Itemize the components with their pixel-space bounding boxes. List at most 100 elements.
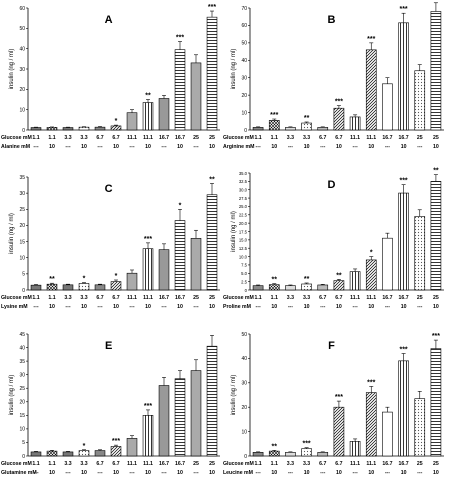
bar (268, 120, 280, 131)
bar (398, 22, 409, 131)
y-tick-label: 40 (241, 58, 247, 64)
y-tick-label: 2.5 (241, 279, 247, 284)
amino-acid-tick-label: 10 (368, 470, 374, 476)
glucose-row-label: Glucose mM (223, 295, 254, 301)
amino-acid-tick-label: --- (97, 304, 102, 310)
bar (30, 284, 42, 291)
amino-acid-tick-label: 10 (49, 304, 55, 310)
bar (430, 348, 442, 457)
glucose-tick-label: 16.7 (382, 461, 392, 467)
y-tick-label: 35.0 (239, 171, 248, 176)
bar (126, 112, 138, 131)
amino-acid-tick-label: --- (320, 304, 325, 310)
y-tick-label: 20 (19, 400, 25, 406)
bar (252, 285, 264, 291)
bar (158, 249, 170, 291)
amino-acid-tick-label: --- (65, 470, 70, 476)
glucose-row-label: Glucose mM (223, 461, 254, 467)
significance-stars: *** (399, 178, 407, 185)
glucose-tick-label: 11.1 (366, 461, 376, 467)
bar (94, 450, 106, 457)
panel-letter: E (105, 340, 112, 352)
glucose-tick-label: 6.7 (335, 135, 342, 141)
glucose-tick-label: 11.1 (127, 295, 137, 301)
bar (206, 194, 218, 291)
amino-acid-tick-label: --- (255, 470, 260, 476)
glucose-tick-label: 25 (417, 461, 423, 467)
glucose-tick-label: 25 (209, 135, 215, 141)
glucose-tick-label: 1.1 (48, 135, 55, 141)
glucose-tick-label: 25 (433, 135, 439, 141)
amino-acid-row-label: Glutamine mM (1, 470, 37, 476)
amino-acid-tick-label: 10 (177, 470, 183, 476)
glucose-tick-label: 6.7 (335, 461, 342, 467)
bar (317, 284, 329, 291)
y-tick-label: 20 (19, 87, 25, 93)
y-tick-label: 5 (22, 440, 25, 446)
amino-acid-tick-label: 10 (49, 470, 55, 476)
significance-stars: ** (304, 115, 310, 122)
y-tick-label: 10 (241, 429, 247, 435)
chart-panel-d: 0 2.5 5.0 7.5 10.0 12.5 15.0 17.5 20.0 22.5 25.0 27… (223, 168, 444, 310)
y-tick-label: 32.5 (239, 179, 248, 184)
amino-acid-tick-label: 10 (81, 144, 87, 150)
bar (110, 281, 122, 291)
bar (78, 283, 90, 291)
y-tick-label: 40 (19, 46, 25, 52)
bar (142, 102, 154, 131)
glucose-tick-label: 16.7 (382, 295, 392, 301)
glucose-tick-label: 16.7 (399, 295, 409, 301)
glucose-tick-label: 11.1 (350, 135, 360, 141)
glucose-tick-label: 3.3 (303, 135, 310, 141)
amino-acid-tick-label: --- (33, 144, 38, 150)
y-tick-label: 0 (22, 288, 25, 294)
glucose-tick-label: 16.7 (159, 461, 169, 467)
amino-acid-tick-label: --- (161, 304, 166, 310)
glucose-tick-label: 3.3 (80, 295, 87, 301)
bar (46, 450, 58, 457)
y-axis-label: insulin (ng / ml) (231, 49, 237, 90)
bar (349, 441, 361, 457)
significance-stars: *** (399, 347, 407, 354)
glucose-tick-label: 3.3 (64, 295, 71, 301)
amino-acid-tick-label: 10 (401, 304, 407, 310)
bar (174, 49, 186, 131)
glucose-tick-label: 16.7 (399, 461, 409, 467)
glucose-tick-label: 6.7 (96, 461, 103, 467)
significance-stars: *** (335, 394, 343, 401)
amino-acid-tick-label: --- (161, 144, 166, 150)
y-tick-label: 10.0 (239, 254, 248, 259)
amino-acid-tick-label: --- (385, 144, 390, 150)
y-tick-label: 30 (19, 191, 25, 197)
significance-stars: *** (302, 441, 310, 448)
amino-acid-tick-label: --- (129, 470, 134, 476)
glucose-tick-label: 6.7 (319, 135, 326, 141)
bar (126, 438, 138, 457)
amino-acid-tick-label: 10 (145, 304, 151, 310)
bar (382, 411, 393, 457)
significance-stars: ** (336, 272, 342, 279)
amino-acid-tick-label: 10 (49, 144, 55, 150)
glucose-tick-label: 16.7 (175, 295, 185, 301)
bar (62, 451, 74, 457)
y-tick-label: 30 (241, 381, 247, 387)
glucose-tick-label: 16.7 (175, 135, 185, 141)
y-tick-label: 5 (22, 272, 25, 278)
bar (158, 385, 170, 457)
amino-acid-tick-label: --- (161, 470, 166, 476)
amino-acid-tick-label: --- (129, 304, 134, 310)
amino-acid-tick-label: 10 (401, 144, 407, 150)
panel-letter: C (105, 183, 113, 195)
significance-stars: *** (432, 333, 440, 340)
significance-stars: *** (270, 112, 278, 119)
bar (174, 378, 186, 457)
glucose-tick-label: 1.1 (48, 461, 55, 467)
bar (206, 16, 218, 131)
amino-acid-tick-label: --- (352, 470, 357, 476)
bar (190, 370, 202, 457)
amino-acid-tick-label: --- (193, 470, 198, 476)
glucose-row-label: Glucose mM (223, 135, 254, 141)
y-tick-label: 7.5 (241, 263, 247, 268)
glucose-tick-label: 6.7 (112, 295, 119, 301)
glucose-tick-label: 1.1 (254, 295, 261, 301)
